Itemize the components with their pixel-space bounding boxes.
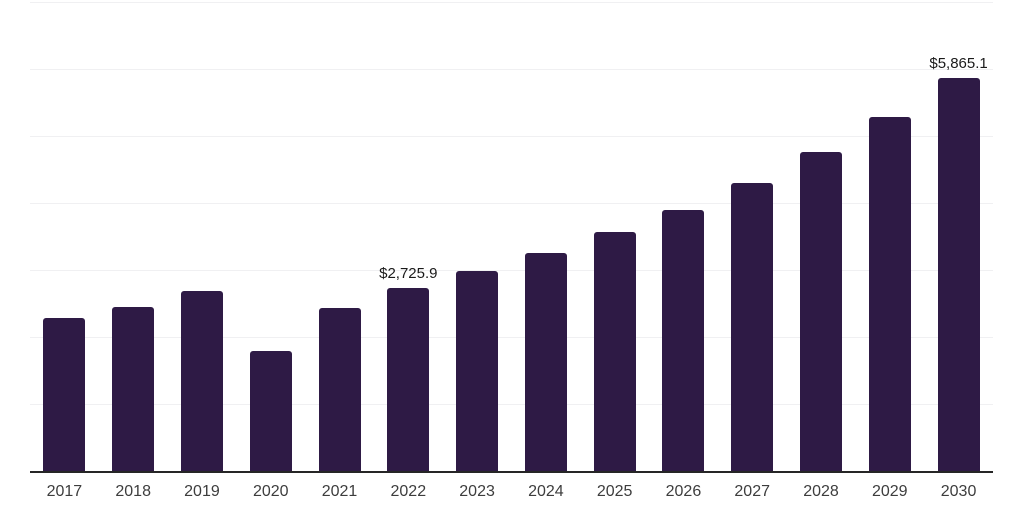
gridline-5000 [30,136,993,137]
x-tick-2018: 2018 [115,483,151,500]
x-axis: 2017 2018 2019 2020 2021 2022 2023 2024 2025 2026… [30,473,993,500]
bar-series: $2,725.9 $5,865.1 [30,2,993,471]
bar-2021 [318,307,361,471]
bar-2030 [937,78,980,471]
x-tick-2028: 2028 [803,483,839,500]
bar-slot-2030: $5,865.1 [924,2,993,471]
bar-slot-2021 [305,2,374,471]
plot-area: $2,725.9 $5,865.1 [30,2,993,473]
bar-slot-2020 [236,2,305,471]
bar-2028 [799,151,842,471]
bar-slot-2018 [99,2,168,471]
x-tick-2020: 2020 [252,483,289,500]
bar-2018 [112,306,155,471]
x-tick-2027: 2027 [734,483,770,500]
bar-2025 [593,232,636,471]
data-label-2022: $2,725.9 [379,265,438,283]
bar-slot-2025 [580,2,649,471]
gridline-1000 [30,404,993,406]
bar-2023 [456,270,499,471]
gridline-2000 [30,337,993,339]
bar-2029 [868,116,911,471]
bar-2017 [43,318,86,471]
x-tick-2026: 2026 [665,483,702,500]
x-tick-2029: 2029 [871,483,908,500]
x-tick-2021: 2021 [321,483,358,500]
bar-slot-2019 [168,2,237,471]
x-tick-2030: 2030 [940,483,977,500]
bar-slot-2026 [649,2,718,471]
x-tick-2017: 2017 [46,483,83,500]
data-label-2030: $5,865.1 [929,55,988,73]
x-tick-2022: 2022 [390,483,427,500]
bar-slot-2023 [443,2,512,471]
gridline-3000 [30,270,993,271]
bar-slot-2027 [718,2,787,471]
bar-2020 [249,351,292,471]
gridline-6000 [30,69,993,70]
bar-slot-2017 [30,2,99,471]
x-tick-2024: 2024 [528,483,564,500]
bar-2026 [662,209,705,471]
bar-2019 [180,291,223,471]
gridline-7000 [30,2,993,3]
x-tick-2023: 2023 [459,483,495,500]
bar-slot-2024 [511,2,580,471]
x-tick-2025: 2025 [596,483,633,500]
bar-slot-2022: $2,725.9 [374,2,443,471]
bar-slot-2028 [787,2,856,471]
bar-slot-2029 [855,2,924,471]
bar-2024 [524,252,567,471]
bar-2027 [731,182,774,471]
x-tick-2019: 2019 [184,483,220,500]
bar-2022 [387,288,430,471]
gridline-4000 [30,203,993,205]
